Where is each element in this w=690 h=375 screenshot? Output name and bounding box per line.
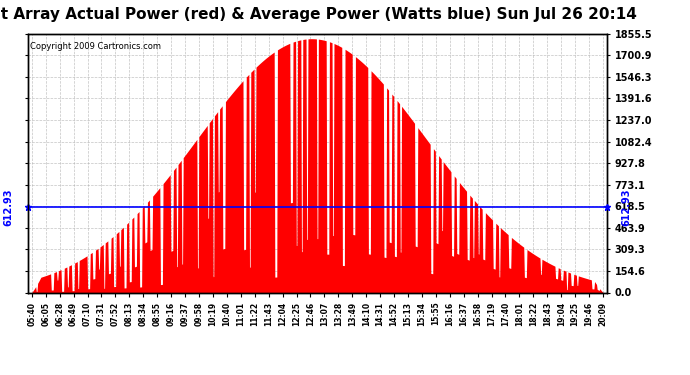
Text: 612.93: 612.93	[622, 188, 631, 226]
Text: 612.93: 612.93	[3, 188, 13, 226]
Text: East Array Actual Power (red) & Average Power (Watts blue) Sun Jul 26 20:14: East Array Actual Power (red) & Average …	[0, 8, 637, 22]
Text: Copyright 2009 Cartronics.com: Copyright 2009 Cartronics.com	[30, 42, 161, 51]
